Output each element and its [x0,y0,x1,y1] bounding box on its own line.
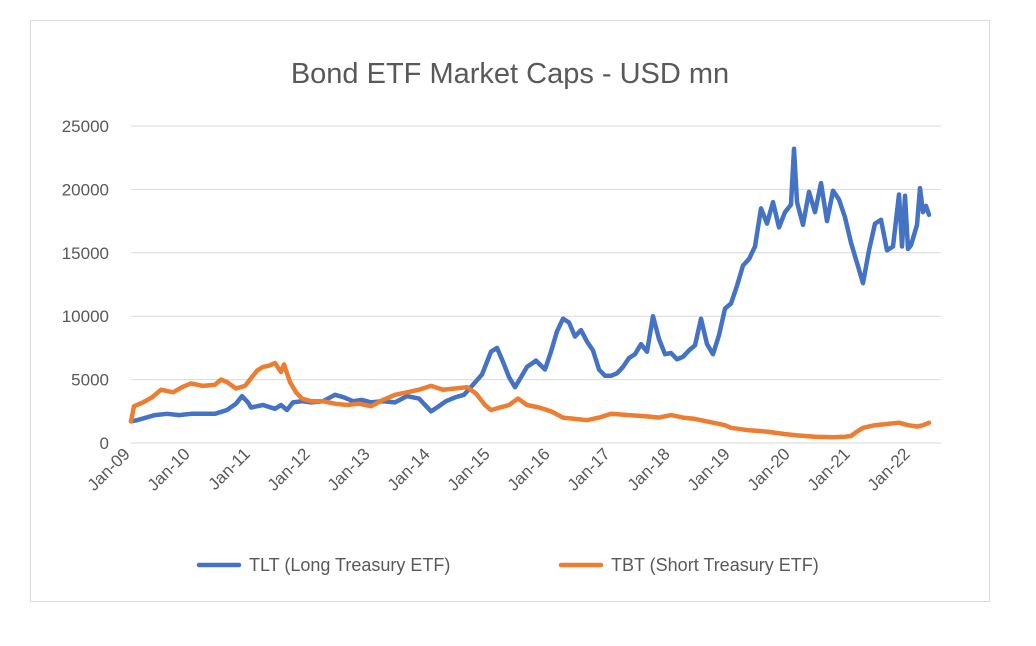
x-tick-label: Jan-22 [864,444,914,494]
series-line-tlt [128,146,932,424]
x-tick-label: Jan-17 [564,444,614,494]
legend-label: TLT (Long Treasury ETF) [249,555,450,575]
grid-lines [131,125,941,444]
y-tick-label: 20000 [62,180,109,199]
y-tick-label: 15000 [62,244,109,263]
series-lines [128,146,932,440]
x-tick-label: Jan-19 [684,444,734,494]
x-tick-label: Jan-13 [324,444,374,494]
x-tick-label: Jan-21 [804,444,854,494]
chart-canvas: Bond ETF Market Caps - USD mn 0 5000 10000… [62,58,941,575]
y-axis-ticks: 0 5000 10000 15000 20000 25000 [62,117,109,453]
x-tick-label: Jan-12 [264,444,314,494]
x-tick-label: Jan-11 [205,444,254,493]
x-tick-label: Jan-20 [744,444,794,494]
x-tick-label: Jan-14 [384,444,434,494]
series-line-tbt [128,360,932,440]
x-tick-label: Jan-16 [504,444,554,494]
x-tick-label: Jan-15 [444,444,494,494]
chart-frame: Bond ETF Market Caps - USD mn 0 5000 10000… [30,20,990,602]
chart-title: Bond ETF Market Caps - USD mn [291,58,729,90]
x-tick-label: Jan-10 [144,444,194,494]
y-tick-label: 10000 [62,307,109,326]
x-axis-ticks: Jan-09 Jan-10 Jan-11 Jan-12 Jan-13 Jan-14 Jan-… [84,444,914,494]
y-tick-label: 25000 [62,117,109,136]
legend-label: TBT (Short Treasury ETF) [611,555,819,575]
y-tick-label: 5000 [71,371,109,390]
legend: TLT (Long Treasury ETF) TBT (Short Treasu… [196,555,819,575]
x-tick-label: Jan-18 [624,444,674,494]
y-tick-label: 0 [100,434,109,453]
